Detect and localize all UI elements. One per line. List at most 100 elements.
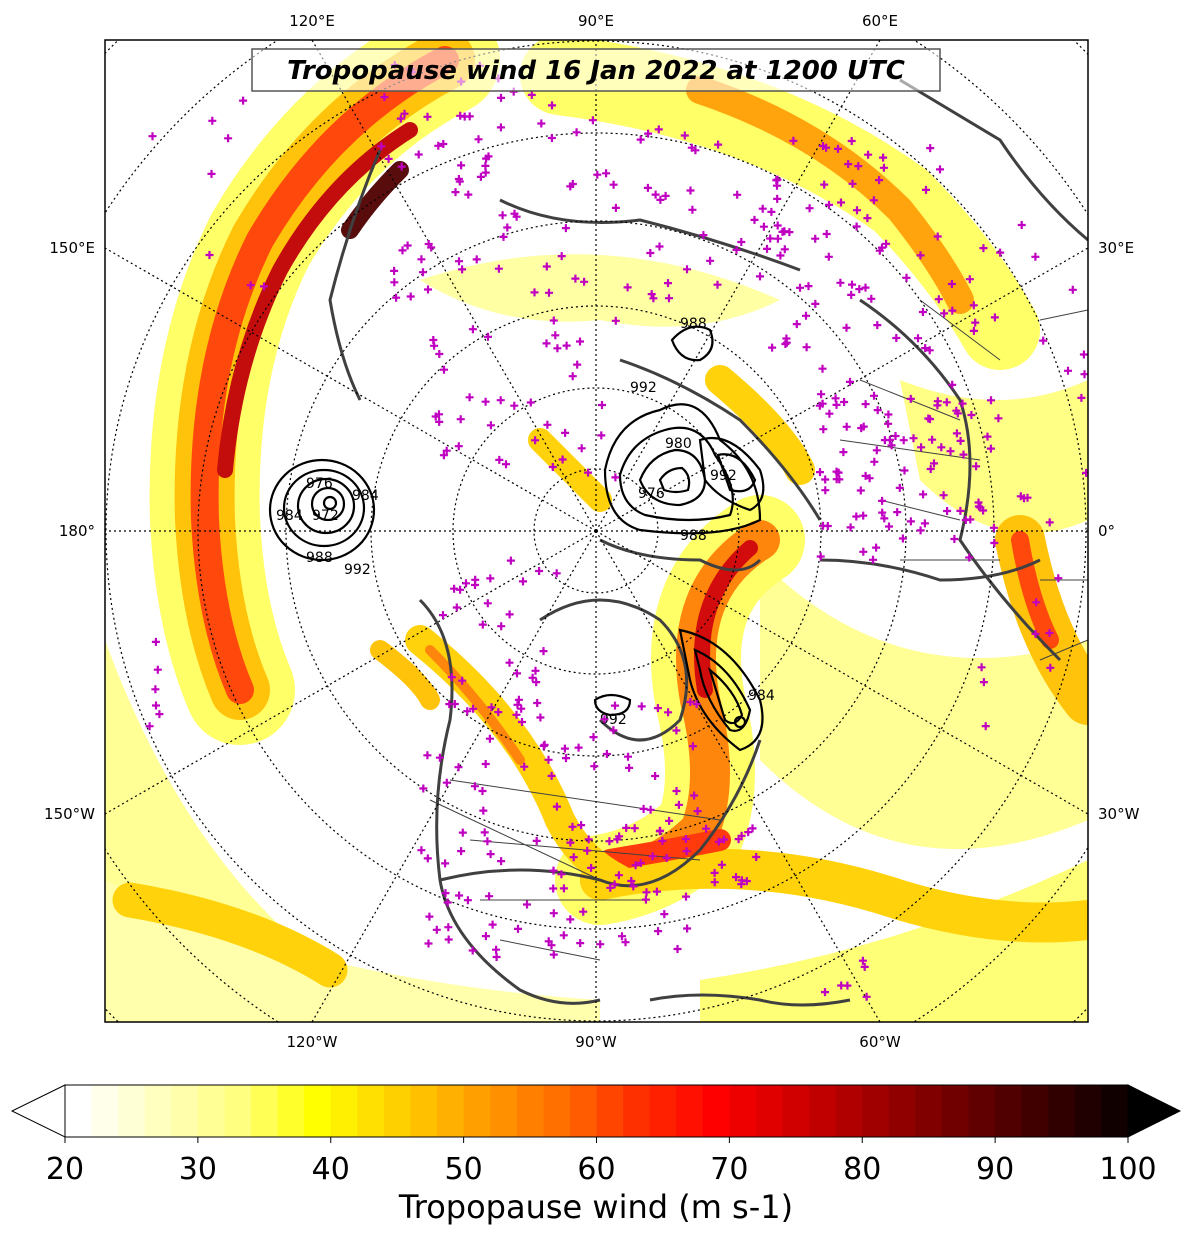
colorbar-extend-max [1127, 1084, 1182, 1138]
station-marker [505, 610, 514, 619]
station-marker [734, 835, 743, 844]
colorbar-cell [995, 1085, 1023, 1137]
station-marker [710, 868, 719, 877]
colorbar-cell [490, 1085, 518, 1137]
station-marker [647, 290, 656, 299]
station-marker [928, 435, 937, 444]
station-marker [839, 448, 848, 457]
station-marker [693, 807, 702, 816]
station-marker [542, 339, 551, 348]
station-marker [691, 146, 700, 155]
colorbar-cell [410, 1085, 438, 1137]
colorbar-cell [835, 1085, 863, 1137]
station-marker [548, 463, 557, 471]
station-marker [452, 603, 461, 612]
station-marker [481, 932, 490, 941]
station-marker [933, 232, 942, 241]
station-marker [566, 182, 575, 191]
station-marker [952, 429, 961, 438]
station-marker [390, 266, 399, 275]
station-marker [651, 190, 660, 199]
station-marker [674, 800, 683, 809]
station-marker [854, 162, 863, 171]
station-marker [561, 428, 570, 437]
station-marker [406, 292, 415, 301]
station-marker [614, 871, 623, 880]
station-marker [737, 238, 746, 246]
station-markers [145, 61, 1088, 1001]
station-marker [458, 265, 467, 274]
station-marker [861, 400, 870, 409]
station-marker [842, 323, 851, 332]
colorbar-cell [702, 1085, 730, 1137]
station-marker [562, 341, 571, 350]
contour-label: 976 [306, 476, 333, 492]
station-marker [1020, 494, 1028, 503]
station-marker [463, 707, 472, 716]
station-marker [545, 288, 553, 297]
station-marker [481, 397, 490, 406]
station-marker [618, 932, 626, 941]
station-marker [479, 806, 488, 815]
station-marker [380, 93, 389, 102]
contour-label: 984 [352, 488, 379, 504]
station-marker [543, 420, 552, 429]
station-marker [528, 673, 537, 682]
contour-labels: 988 992 980 976 976 984 972 984 988 992 … [276, 316, 775, 728]
station-marker [492, 953, 501, 961]
station-marker [860, 962, 869, 971]
station-marker [884, 410, 893, 419]
station-marker [552, 569, 561, 578]
station-marker [819, 425, 828, 434]
station-marker [879, 153, 888, 162]
station-marker [527, 90, 536, 99]
station-marker [918, 308, 927, 316]
contour-label: 984 [748, 688, 775, 704]
station-marker [979, 244, 988, 253]
station-marker [646, 805, 655, 814]
contour-label: 972 [312, 508, 339, 524]
station-marker [468, 325, 477, 334]
station-marker [481, 760, 490, 768]
station-marker [836, 278, 845, 287]
station-marker [752, 853, 761, 861]
contour-label: 988 [306, 550, 333, 566]
station-marker [902, 273, 911, 282]
station-marker [893, 508, 902, 517]
station-marker [454, 442, 463, 451]
station-marker [455, 891, 464, 900]
station-marker [611, 701, 619, 710]
station-marker [967, 411, 976, 419]
station-marker [589, 733, 598, 742]
station-marker [656, 195, 665, 204]
station-marker [824, 252, 833, 261]
station-marker [606, 883, 615, 892]
station-marker [435, 350, 444, 358]
station-marker [584, 468, 593, 477]
station-marker [424, 939, 433, 948]
station-marker [573, 360, 582, 369]
station-marker [526, 398, 535, 407]
station-marker [972, 462, 981, 471]
station-marker [512, 710, 521, 719]
station-marker [577, 444, 586, 453]
station-marker [867, 294, 876, 303]
station-marker [778, 227, 787, 236]
station-marker [732, 245, 741, 254]
station-marker [925, 346, 934, 355]
contour-label: 992 [600, 712, 627, 728]
contour-label: 988 [680, 316, 707, 332]
station-marker [155, 710, 164, 719]
station-marker [987, 396, 995, 405]
station-marker [457, 161, 466, 170]
station-marker [672, 726, 681, 735]
station-marker [584, 835, 593, 844]
station-marker [1046, 663, 1055, 672]
station-marker [744, 828, 753, 837]
colorbar-tick-label: 100 [1099, 1152, 1156, 1187]
station-marker [630, 824, 639, 833]
station-marker [847, 290, 856, 299]
station-marker [862, 992, 871, 1001]
station-marker [390, 278, 399, 287]
